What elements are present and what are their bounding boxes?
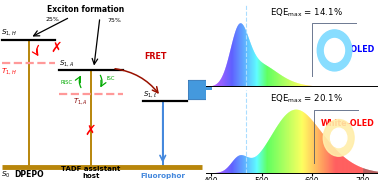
Circle shape bbox=[317, 30, 352, 71]
Text: ✗: ✗ bbox=[51, 41, 62, 55]
Text: Fluorophor: Fluorophor bbox=[140, 173, 185, 179]
Text: $S_{1,A}$: $S_{1,A}$ bbox=[59, 58, 74, 68]
Text: DPEPO: DPEPO bbox=[14, 170, 43, 179]
Text: Blue-OLED: Blue-OLED bbox=[327, 45, 375, 54]
Text: ISC: ISC bbox=[106, 76, 115, 81]
Text: 75%: 75% bbox=[107, 18, 121, 23]
Circle shape bbox=[330, 128, 347, 148]
Text: FRET: FRET bbox=[144, 52, 167, 61]
Text: White-OLED: White-OLED bbox=[321, 119, 375, 128]
Circle shape bbox=[323, 120, 354, 156]
Circle shape bbox=[325, 39, 344, 62]
Text: TADF assistant
host: TADF assistant host bbox=[61, 166, 120, 179]
Text: $S_{1,\ell}$: $S_{1,\ell}$ bbox=[143, 89, 157, 99]
Text: $T_{1,A}$: $T_{1,A}$ bbox=[73, 96, 88, 106]
Text: EQE$_{\mathregular{max}}$ = 14.1%: EQE$_{\mathregular{max}}$ = 14.1% bbox=[270, 6, 342, 19]
Text: $S_0$: $S_0$ bbox=[1, 170, 11, 180]
FancyArrow shape bbox=[188, 75, 218, 105]
Text: RISC: RISC bbox=[61, 80, 73, 85]
Text: 25%: 25% bbox=[46, 17, 59, 22]
Text: ✗: ✗ bbox=[85, 123, 96, 138]
Text: $S_{1,H}$: $S_{1,H}$ bbox=[1, 27, 17, 37]
Text: EQE$_{\mathregular{max}}$ = 20.1%: EQE$_{\mathregular{max}}$ = 20.1% bbox=[270, 93, 342, 105]
Text: $T_{1,H}$: $T_{1,H}$ bbox=[1, 66, 17, 76]
Text: Exciton formation: Exciton formation bbox=[47, 4, 124, 14]
